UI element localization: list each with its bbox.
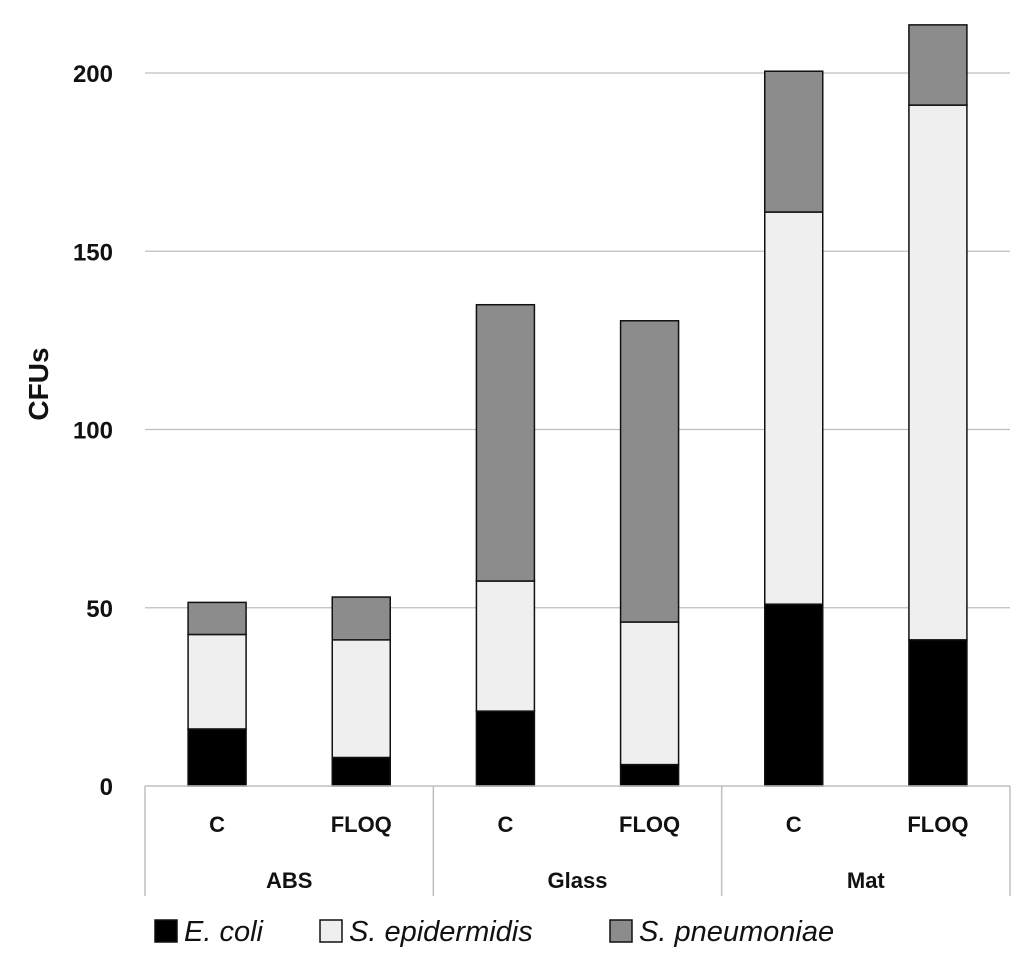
y-tick-label: 150 <box>73 239 113 266</box>
bar-segment-s-epidermidis <box>908 104 968 641</box>
legend-swatch <box>154 919 178 943</box>
legend-label: E. coli <box>184 916 265 948</box>
legend: E. coli S. epidermidis S. pneumoniae <box>154 916 834 948</box>
x-category-label: C <box>497 812 513 837</box>
bar-segment-s-epidermidis <box>187 633 247 730</box>
bars <box>187 24 968 787</box>
bar-segment-s-pneumoniae <box>619 320 680 623</box>
legend-swatch <box>609 919 633 943</box>
x-category-label: FLOQ <box>331 812 392 837</box>
y-tick-label: 100 <box>73 418 113 445</box>
bar-segment-s-pneumoniae <box>908 24 968 106</box>
x-group-label: Glass <box>548 868 608 893</box>
x-category-label: FLOQ <box>619 812 680 837</box>
x-group-label: Mat <box>847 868 886 893</box>
bar-segment-s-pneumoniae <box>475 303 536 582</box>
tick-labels: 0 50 100 150 200 C FLOQ C FLOQ C FLOQ ABS Glass Mat <box>73 61 969 893</box>
bar-segment-s-epidermidis <box>475 580 536 712</box>
bar-segment-e-coli <box>475 710 536 787</box>
bar-segment-e-coli <box>908 639 968 787</box>
bar-segment-e-coli <box>619 763 680 787</box>
x-group-label: ABS <box>266 868 312 893</box>
legend-swatch <box>319 919 343 943</box>
y-axis-title: CFUs <box>23 347 54 420</box>
legend-label: S. pneumoniae <box>639 916 834 948</box>
x-category-label: C <box>786 812 802 837</box>
bar-segment-s-pneumoniae <box>331 596 391 641</box>
bar-segment-s-epidermidis <box>619 621 680 766</box>
bar-segment-e-coli <box>331 756 391 787</box>
y-tick-label: 50 <box>86 596 113 623</box>
bar-segment-e-coli <box>764 603 824 787</box>
x-category-label: C <box>209 812 225 837</box>
axes <box>144 785 1011 896</box>
bar-segment-s-epidermidis <box>764 211 824 605</box>
x-category-label: FLOQ <box>907 812 968 837</box>
bar-segment-s-pneumoniae <box>187 601 247 636</box>
gridlines <box>145 72 1010 609</box>
bar-segment-s-epidermidis <box>331 639 391 759</box>
legend-label: S. epidermidis <box>349 916 533 948</box>
bar-segment-s-pneumoniae <box>764 70 824 213</box>
bar-segment-e-coli <box>187 728 247 787</box>
y-tick-label: 200 <box>73 61 113 88</box>
y-tick-label: 0 <box>100 774 113 801</box>
